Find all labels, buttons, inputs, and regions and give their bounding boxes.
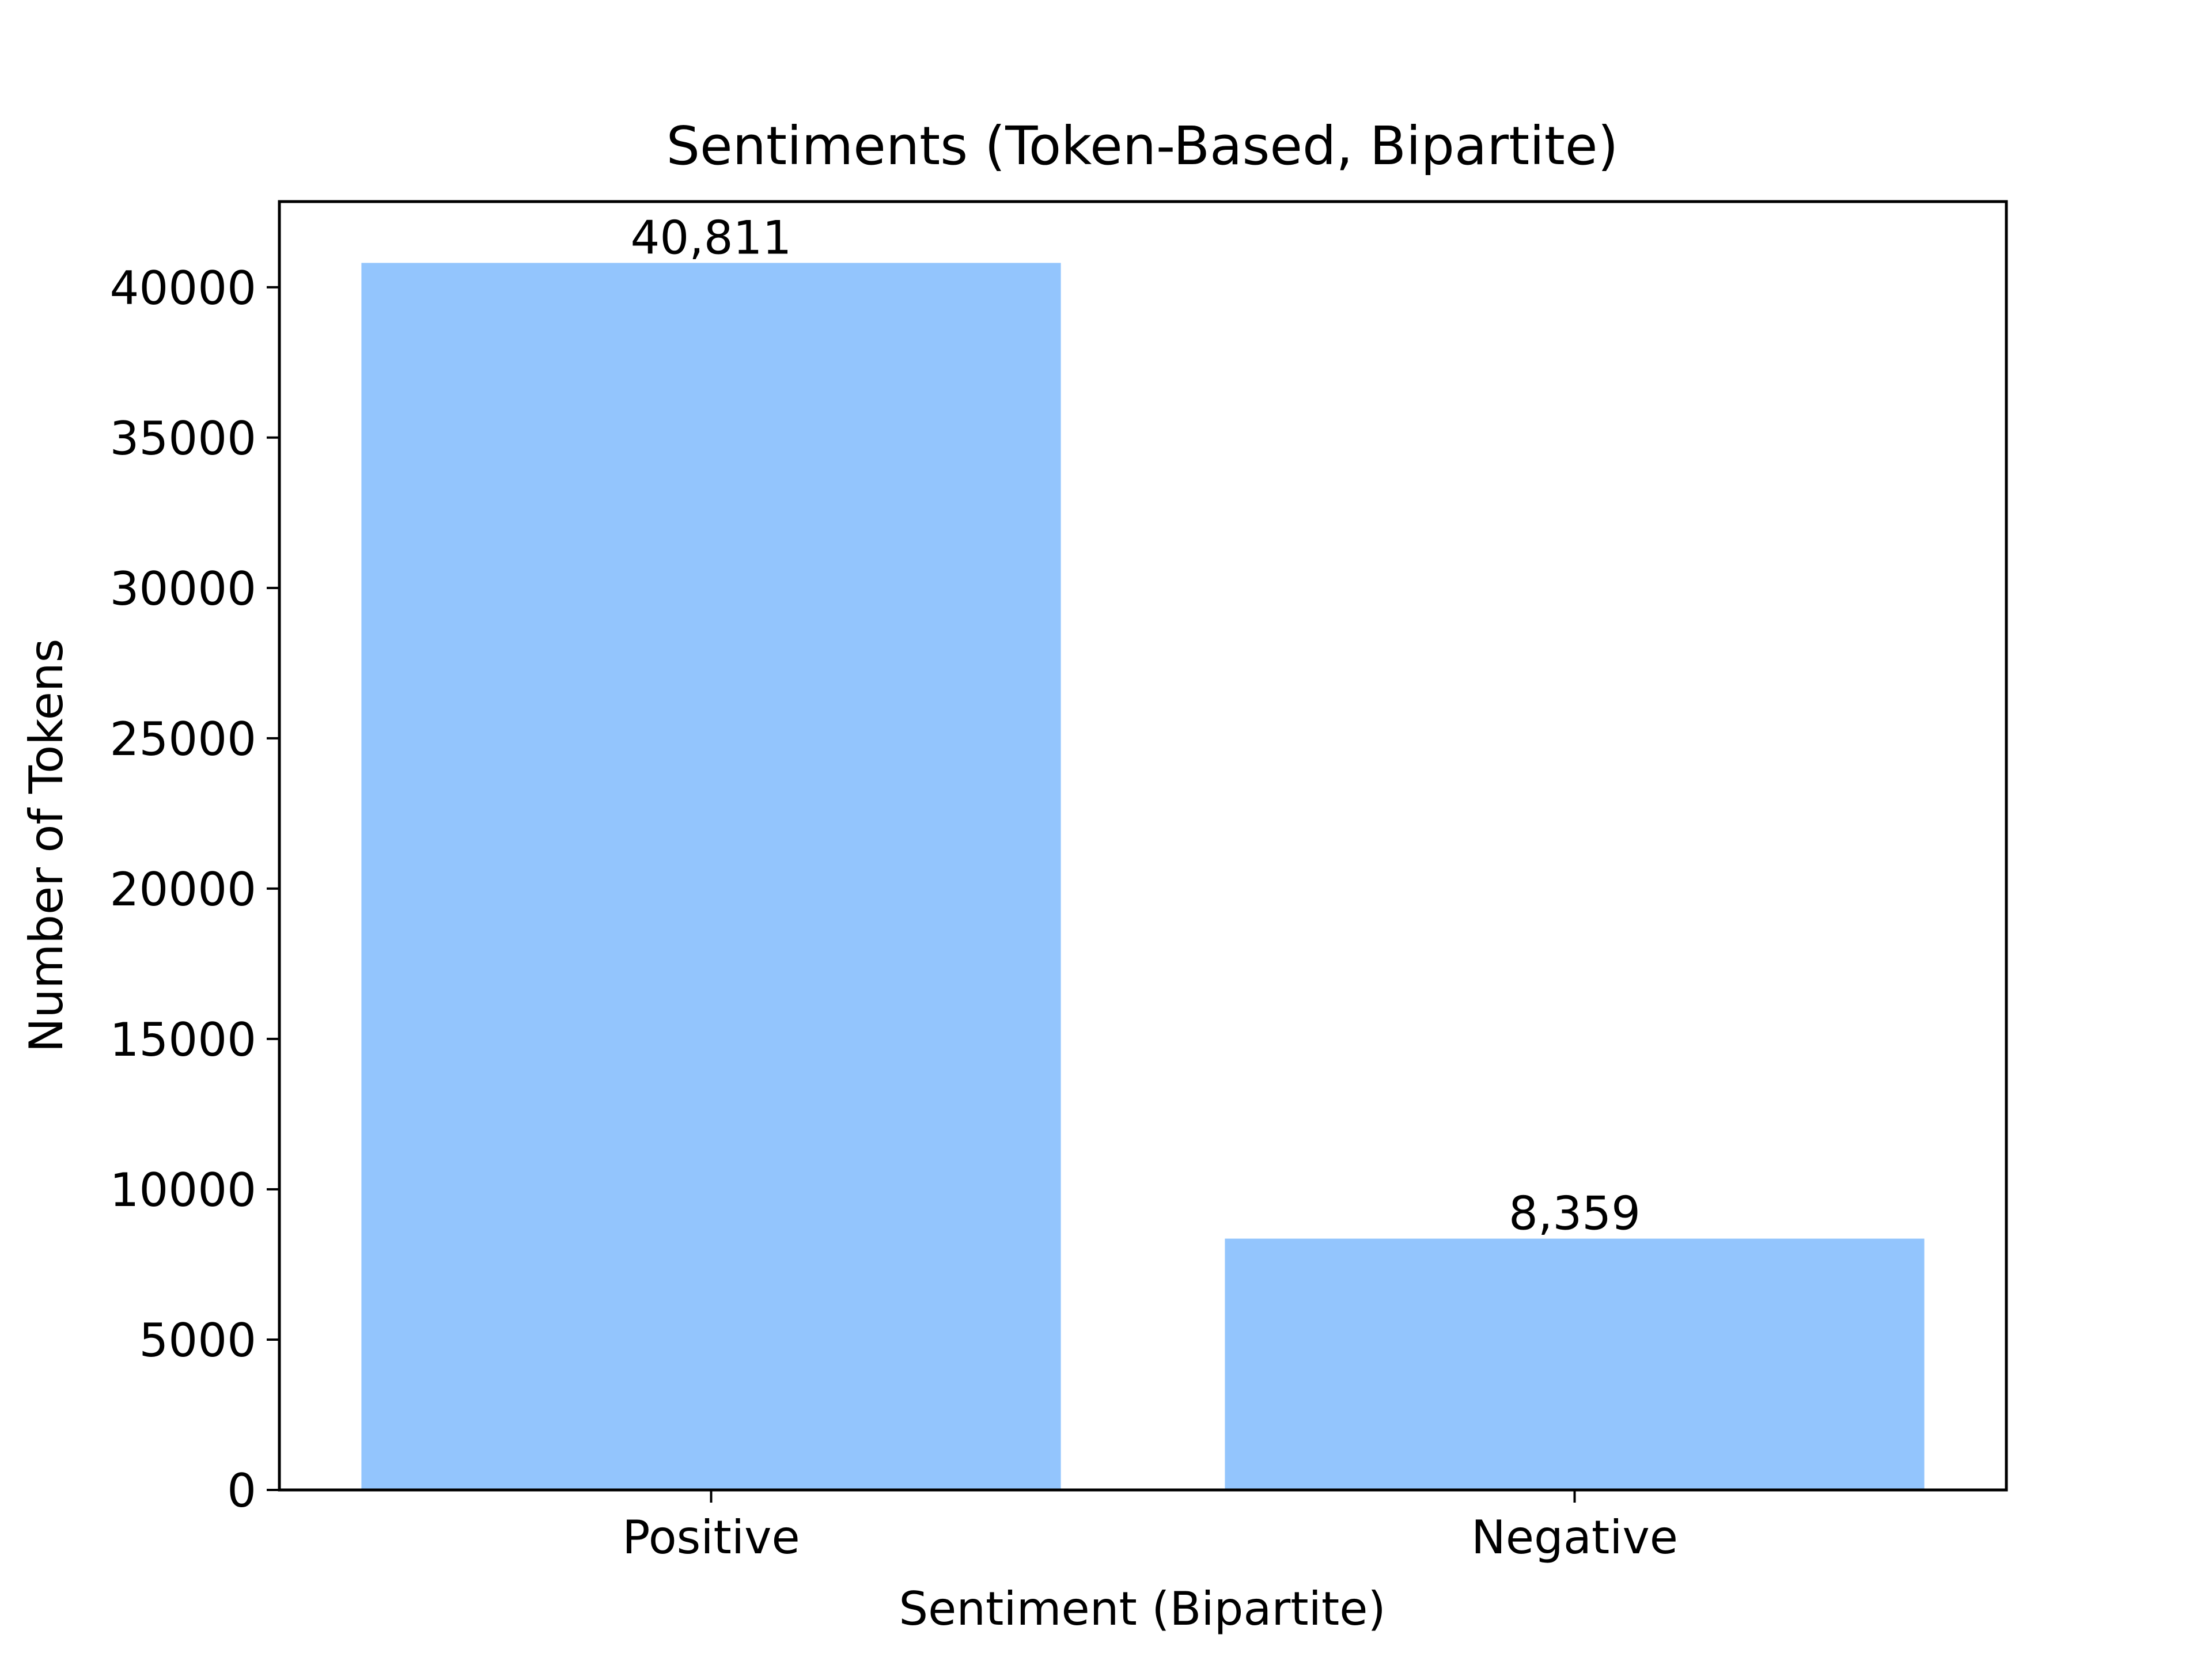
x-tick-label: Negative	[1471, 1511, 1678, 1564]
y-tick-label: 10000	[110, 1163, 257, 1217]
y-tick-label: 0	[227, 1464, 256, 1518]
y-tick-label: 20000	[110, 863, 257, 916]
y-tick-label: 5000	[139, 1314, 256, 1367]
x-tick-label: Positive	[622, 1511, 800, 1564]
bar-negative	[1225, 1238, 1925, 1490]
y-tick-label: 40000	[110, 261, 257, 315]
bar-positive	[361, 263, 1061, 1490]
y-axis: 0 5000 10000 15000 20000 25000 30000 35000 40000	[110, 261, 279, 1518]
y-tick-label: 30000	[110, 562, 257, 616]
data-labels: 40,811 8,359	[631, 211, 1641, 1240]
x-axis-label: Sentiment (Bipartite)	[899, 1582, 1385, 1636]
x-axis: Positive Negative	[622, 1490, 1678, 1564]
y-axis-label: Number of Tokens	[20, 639, 73, 1053]
y-tick-label: 35000	[110, 412, 257, 465]
y-tick-label: 25000	[110, 712, 257, 766]
data-label: 8,359	[1509, 1187, 1641, 1241]
chart-title: Sentiments (Token-Based, Bipartite)	[666, 115, 1619, 177]
y-tick-label: 15000	[110, 1013, 257, 1067]
plot-area-frame	[278, 200, 2008, 1492]
bars-layer	[361, 263, 1925, 1490]
data-label: 40,811	[631, 211, 792, 264]
